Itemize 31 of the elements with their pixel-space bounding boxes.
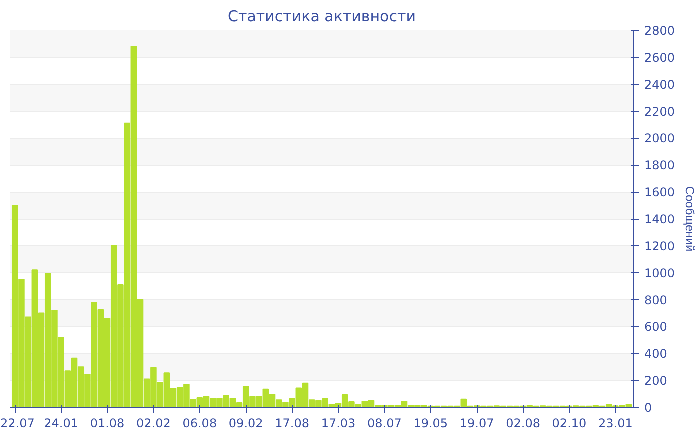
- y-tick-label: 1400: [644, 212, 676, 226]
- x-tick-label: 22.07: [0, 416, 35, 430]
- x-tick-label: 19.07: [460, 416, 494, 430]
- y-tick-label: 800: [644, 293, 668, 308]
- chart-title: Статистика активности: [228, 8, 416, 26]
- y-tick-label: 1000: [644, 266, 676, 280]
- y-tick-label: 600: [644, 320, 668, 334]
- x-tick-label: 09.02: [228, 416, 264, 430]
- y-tick-label: 2000: [644, 132, 676, 146]
- y-tick-label: 200: [644, 374, 668, 388]
- x-tick-label: 17.08: [275, 416, 310, 430]
- x-tick-label: 23.01: [598, 416, 633, 430]
- x-tick-label: 01.08: [90, 416, 125, 430]
- x-tick-label: 24.01: [44, 416, 78, 430]
- x-tick-label: 08.07: [368, 416, 402, 430]
- y-tick-label: 2200: [644, 104, 676, 119]
- x-tick-label: 02.02: [136, 416, 171, 430]
- x-tick-label: 02.08: [506, 416, 540, 430]
- y-tick-label: 2400: [644, 78, 676, 92]
- y-axis-title: Сообщений: [683, 186, 698, 252]
- x-tick-label: 17.03: [321, 416, 356, 430]
- y-tick-label: 0: [644, 401, 652, 415]
- y-tick-label: 2800: [644, 24, 676, 38]
- x-tick-label: 02.10: [552, 416, 587, 430]
- y-tick-label: 400: [644, 347, 668, 362]
- x-tick-label: 19.05: [414, 416, 448, 430]
- y-tick-label: 1200: [644, 239, 676, 254]
- y-tick-label: 2600: [644, 50, 676, 65]
- y-tick-label: 1800: [644, 158, 676, 173]
- y-tick-label: 1600: [644, 186, 676, 200]
- x-tick-label: 06.08: [182, 416, 218, 430]
